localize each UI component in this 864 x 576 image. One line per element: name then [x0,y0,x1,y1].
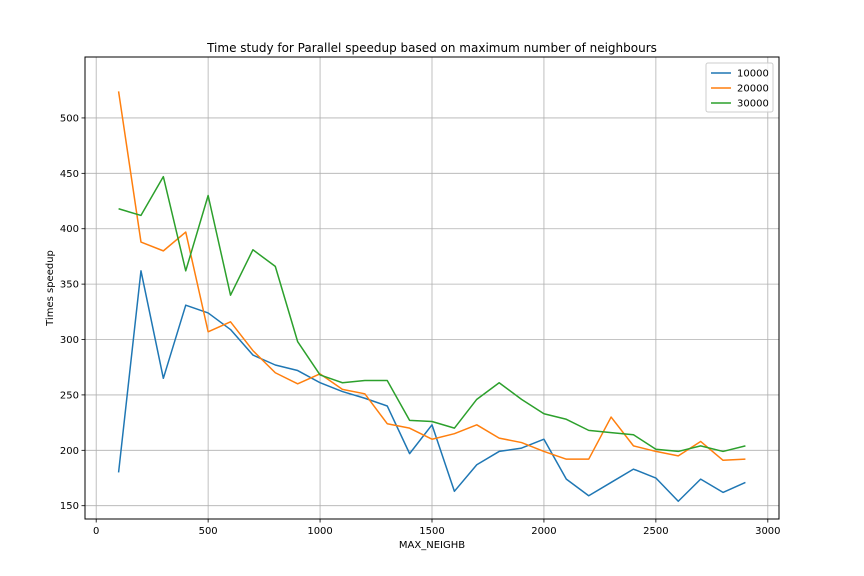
x-tick-label: 3000 [755,526,780,537]
y-tick-label: 300 [60,335,79,346]
y-tick-label: 500 [60,113,79,124]
x-tick-label: 1000 [307,526,332,537]
x-tick-label: 2000 [531,526,556,537]
x-tick-label: 1500 [419,526,444,537]
y-tick-label: 400 [60,224,79,235]
legend-label-30000: 30000 [737,99,769,110]
x-axis-label: MAX_NEIGHB [399,540,465,551]
series-lines [117,91,746,503]
axis-ticks: 0 500 1000 1500 2000 2500 3000 150 200 250 300 350 4… [60,113,781,537]
legend: 10000 20000 30000 [705,62,774,113]
series-line-20000 [117,91,746,462]
chart-title: Time study for Parallel speedup based on… [206,41,657,55]
y-tick-label: 350 [60,280,79,291]
x-tick-label: 0 [93,526,99,537]
legend-box [705,62,774,113]
y-tick-label: 450 [60,169,79,180]
series-line-30000 [118,175,746,453]
y-tick-label: 200 [60,446,79,457]
x-tick-label: 500 [199,526,218,537]
grid [85,57,779,519]
y-axis-label: Times speedup [45,250,56,327]
legend-label-20000: 20000 [737,84,769,95]
legend-label-10000: 10000 [737,69,769,80]
y-tick-label: 250 [60,390,79,401]
y-tick-label: 150 [60,501,79,512]
series-line-10000 [117,270,746,503]
x-tick-label: 2500 [643,526,668,537]
